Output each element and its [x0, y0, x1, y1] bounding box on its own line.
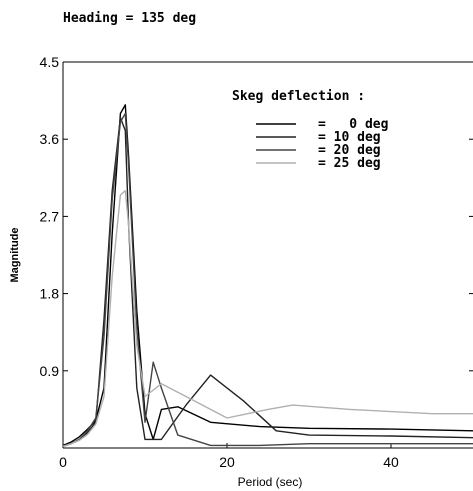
- y-tick-label: 2.7: [40, 208, 60, 224]
- y-tick-label: 4.5: [40, 54, 60, 70]
- series-line-2: [62, 112, 473, 447]
- x-axis-label: Period (sec): [238, 475, 303, 489]
- series-group: [62, 104, 473, 447]
- legend-label-1: = 10 deg: [318, 130, 381, 145]
- x-ticks: 0 20 40: [59, 443, 399, 470]
- series-line-0: [62, 104, 473, 447]
- y-tick-label: 1.8: [40, 286, 60, 302]
- x-tick-label: 20: [219, 454, 235, 470]
- x-tick-label: 40: [383, 454, 399, 470]
- y-tick-label: 0.9: [40, 363, 60, 379]
- series-line-3: [62, 189, 473, 447]
- legend: Skeg deflection : = 0 deg= 10 deg= 20 de…: [232, 89, 388, 171]
- x-tick-label: 0: [59, 454, 67, 470]
- chart-title: Heading = 135 deg: [63, 11, 196, 26]
- legend-label-0: = 0 deg: [318, 117, 388, 132]
- series-line-1: [62, 117, 473, 447]
- y-tick-label: 3.6: [40, 131, 60, 147]
- legend-title: Skeg deflection :: [232, 89, 365, 104]
- legend-label-2: = 20 deg: [318, 143, 381, 158]
- y-axis-label: Magnitude: [9, 228, 21, 283]
- legend-items: = 0 deg= 10 deg= 20 deg= 25 deg: [256, 117, 388, 171]
- y-ticks: 0.9 1.8 2.7 3.6 4.5: [40, 54, 473, 379]
- legend-label-3: = 25 deg: [318, 156, 381, 171]
